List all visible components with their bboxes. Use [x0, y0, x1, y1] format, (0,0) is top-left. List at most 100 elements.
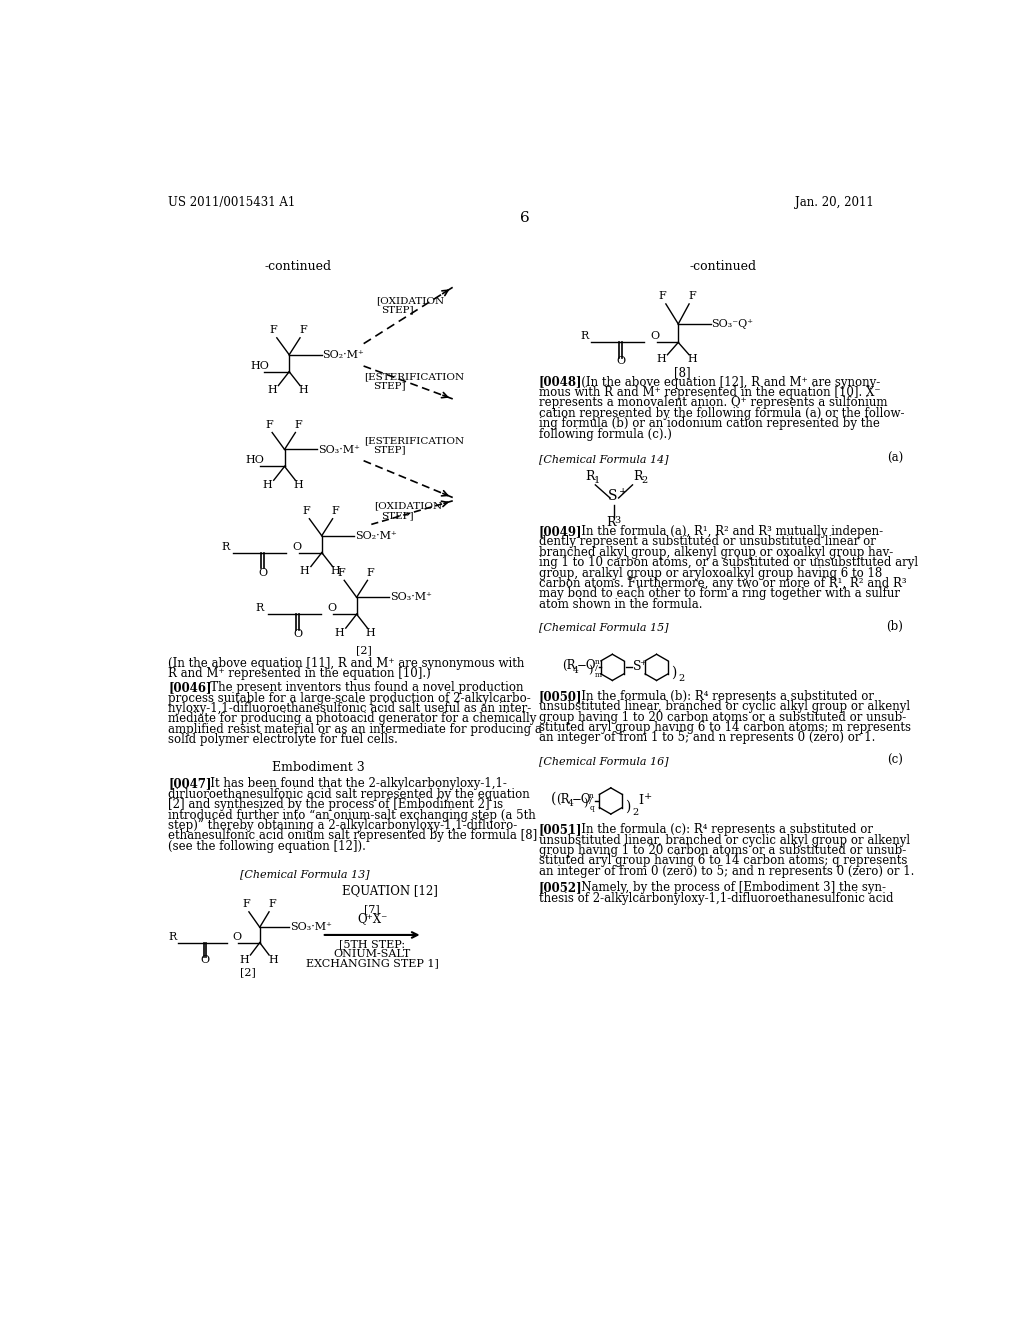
- Text: [ESTERIFICATION: [ESTERIFICATION: [365, 437, 465, 445]
- Text: STEP]: STEP]: [373, 446, 406, 454]
- Text: H: H: [298, 385, 308, 395]
- Text: SO₂·M⁺: SO₂·M⁺: [355, 531, 397, 541]
- Text: ing formula (b) or an iodonium cation represented by the: ing formula (b) or an iodonium cation re…: [539, 417, 880, 430]
- Text: stituted aryl group having 6 to 14 carbon atoms; m represents: stituted aryl group having 6 to 14 carbo…: [539, 721, 910, 734]
- Text: (R: (R: [557, 792, 570, 805]
- Text: solid polymer electrolyte for fuel cells.: solid polymer electrolyte for fuel cells…: [168, 733, 398, 746]
- Text: 4: 4: [572, 665, 579, 675]
- Text: R: R: [586, 470, 595, 483]
- Text: [OXIDATION: [OXIDATION: [376, 296, 444, 305]
- Text: [Chemical Formula 15]: [Chemical Formula 15]: [539, 623, 669, 632]
- Text: R: R: [256, 603, 264, 614]
- Text: SO₃·M⁺: SO₃·M⁺: [390, 593, 432, 602]
- Text: following formula (c).): following formula (c).): [539, 428, 672, 441]
- Text: O: O: [650, 331, 659, 342]
- Text: represents a monovalent anion. Q⁺ represents a sulfonium: represents a monovalent anion. Q⁺ repres…: [539, 396, 887, 409]
- Text: STEP]: STEP]: [381, 511, 414, 520]
- Text: m: m: [595, 671, 602, 678]
- Text: [0050]: [0050]: [539, 690, 583, 702]
- Text: H: H: [294, 480, 303, 490]
- Text: HO: HO: [246, 455, 264, 466]
- Text: [2]: [2]: [356, 644, 373, 655]
- Text: carbon atoms. Furthermore, any two or more of R¹, R² and R³: carbon atoms. Furthermore, any two or mo…: [539, 577, 906, 590]
- Text: [2] and synthesized by the process of [Embodiment 2] is: [2] and synthesized by the process of [E…: [168, 799, 504, 812]
- Text: The present inventors thus found a novel production: The present inventors thus found a novel…: [200, 681, 524, 694]
- Text: O: O: [292, 541, 301, 552]
- Text: SO₃·M⁺: SO₃·M⁺: [317, 445, 359, 454]
- Text: ing 1 to 10 carbon atoms, or a substituted or unsubstituted aryl: ing 1 to 10 carbon atoms, or a substitut…: [539, 556, 918, 569]
- Text: F: F: [658, 292, 667, 301]
- Text: It has been found that the 2-alkylcarbonyloxy-1,1-: It has been found that the 2-alkylcarbon…: [200, 777, 507, 791]
- Text: dently represent a substituted or unsubstituted linear or: dently represent a substituted or unsubs…: [539, 536, 876, 548]
- Text: −O: −O: [577, 659, 596, 672]
- Text: n: n: [595, 659, 599, 667]
- Text: 2: 2: [642, 477, 648, 486]
- Text: 1: 1: [594, 477, 600, 486]
- Text: F: F: [688, 292, 696, 301]
- Text: R and M⁺ represented in the equation [10].): R and M⁺ represented in the equation [10…: [168, 667, 431, 680]
- Text: unsubstituted linear, branched or cyclic alkyl group or alkenyl: unsubstituted linear, branched or cyclic…: [539, 700, 910, 713]
- Text: (In the above equation [12], R and M⁺ are synony-: (In the above equation [12], R and M⁺ ar…: [569, 376, 880, 388]
- Text: (R: (R: [562, 659, 575, 672]
- Text: −O: −O: [571, 792, 591, 805]
- Text: [OXIDATION: [OXIDATION: [375, 502, 442, 511]
- Text: +: +: [618, 487, 627, 496]
- Text: unsubstituted linear, branched or cyclic alkyl group or alkenyl: unsubstituted linear, branched or cyclic…: [539, 834, 910, 846]
- Text: ONIUM-SALT: ONIUM-SALT: [334, 949, 411, 958]
- Text: n: n: [589, 792, 594, 800]
- Text: group, aralkyl group or aryloxoalkyl group having 6 to 18: group, aralkyl group or aryloxoalkyl gro…: [539, 566, 882, 579]
- Text: O: O: [616, 356, 626, 366]
- Text: H: H: [269, 954, 279, 965]
- Text: F: F: [302, 506, 310, 516]
- Text: F: F: [270, 325, 278, 335]
- Text: (In the above equation [11], R and M⁺ are synonymous with: (In the above equation [11], R and M⁺ ar…: [168, 656, 524, 669]
- Text: group having 1 to 20 carbon atoms or a substituted or unsub-: group having 1 to 20 carbon atoms or a s…: [539, 710, 906, 723]
- Text: amplified resist material or as an intermediate for producing a: amplified resist material or as an inter…: [168, 723, 542, 735]
- Text: ): ): [589, 664, 593, 675]
- Text: F: F: [367, 568, 375, 578]
- Text: stituted aryl group having 6 to 14 carbon atoms; q represents: stituted aryl group having 6 to 14 carbo…: [539, 854, 907, 867]
- Text: R: R: [581, 331, 589, 342]
- Text: O: O: [293, 630, 302, 639]
- Text: (: (: [550, 792, 556, 805]
- Text: I: I: [638, 795, 643, 807]
- Text: [Chemical Formula 16]: [Chemical Formula 16]: [539, 756, 669, 766]
- Text: HO: HO: [251, 360, 269, 371]
- Text: O: O: [232, 932, 242, 942]
- Text: O: O: [328, 603, 336, 614]
- Text: US 2011/0015431 A1: US 2011/0015431 A1: [168, 197, 296, 209]
- Text: /: /: [595, 664, 597, 672]
- Text: [8]: [8]: [674, 367, 690, 379]
- Text: [ESTERIFICATION: [ESTERIFICATION: [365, 372, 465, 381]
- Text: STEP]: STEP]: [373, 381, 406, 391]
- Text: q: q: [589, 804, 594, 812]
- Text: [0051]: [0051]: [539, 824, 583, 837]
- Text: R: R: [606, 516, 615, 529]
- Text: atom shown in the formula.: atom shown in the formula.: [539, 598, 702, 611]
- Text: O: O: [201, 954, 210, 965]
- Text: F: F: [268, 899, 276, 909]
- Text: F: F: [337, 568, 345, 578]
- Text: R: R: [168, 932, 176, 942]
- Text: (b): (b): [886, 620, 903, 634]
- Text: H: H: [687, 355, 697, 364]
- Text: branched alkyl group, alkenyl group or oxoalkyl group hav-: branched alkyl group, alkenyl group or o…: [539, 545, 893, 558]
- Text: SO₂·M⁺: SO₂·M⁺: [323, 350, 365, 360]
- Text: [0046]: [0046]: [168, 681, 212, 694]
- Text: STEP]: STEP]: [381, 305, 414, 314]
- Text: Q⁺X⁻: Q⁺X⁻: [357, 912, 387, 925]
- Text: dirluoroethanesulfonic acid salt represented by the equation: dirluoroethanesulfonic acid salt represe…: [168, 788, 530, 801]
- Text: Jan. 20, 2011: Jan. 20, 2011: [795, 197, 873, 209]
- Text: F: F: [332, 506, 340, 516]
- Text: an integer of from 1 to 5; and n represents 0 (zero) or 1.: an integer of from 1 to 5; and n represe…: [539, 731, 876, 744]
- Text: 3: 3: [614, 516, 621, 525]
- Text: EXCHANGING STEP 1]: EXCHANGING STEP 1]: [306, 958, 438, 968]
- Text: SO₃·M⁺: SO₃·M⁺: [290, 923, 332, 932]
- Text: nyloxy-1,1-difluoroethanesulfonic acid salt useful as an inter-: nyloxy-1,1-difluoroethanesulfonic acid s…: [168, 702, 531, 715]
- Text: mediate for producing a photoacid generator for a chemically: mediate for producing a photoacid genera…: [168, 713, 537, 726]
- Text: H: H: [366, 628, 376, 638]
- Text: H: H: [300, 566, 309, 577]
- Text: F: F: [242, 899, 250, 909]
- Text: F: F: [295, 420, 302, 430]
- Text: F: F: [299, 325, 307, 335]
